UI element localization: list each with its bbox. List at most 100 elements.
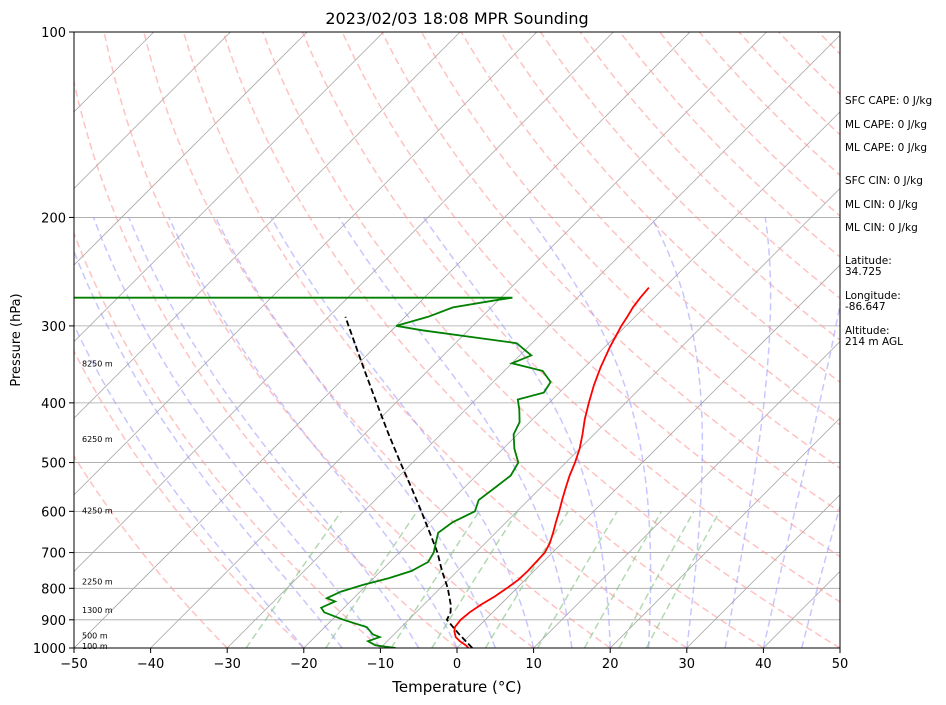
dry-adiabat <box>222 32 764 648</box>
height-label: 8250 m <box>82 359 113 368</box>
parcel-profile-line <box>344 316 473 648</box>
y-tick-label: 100 <box>41 26 66 41</box>
annotation-text: 34.725 <box>845 266 882 278</box>
moist-adiabat <box>528 216 652 648</box>
isotherm-line <box>303 111 840 648</box>
height-label: 4250 m <box>82 506 113 515</box>
dry-adiabat <box>381 32 840 513</box>
mixing-ratio-line <box>390 510 480 648</box>
isotherm-line <box>74 32 384 343</box>
isotherm-line <box>74 32 614 572</box>
isotherm-line <box>74 32 691 648</box>
y-tick-label: 300 <box>41 320 66 335</box>
y-tick-label: 800 <box>41 582 66 597</box>
dry-adiabat <box>262 32 840 648</box>
annotation-text: ML CIN: 0 J/kg <box>845 222 918 234</box>
annotation-text: SFC CIN: 0 J/kg <box>845 175 923 187</box>
dry-adiabat <box>74 349 305 648</box>
annotation-text: ML CIN: 0 J/kg <box>845 199 918 211</box>
isotherm-line <box>74 32 538 496</box>
y-tick-label: 600 <box>41 505 66 520</box>
moist-adiabat <box>423 216 611 648</box>
plot-area <box>74 32 840 648</box>
dry-adiabat <box>74 454 228 648</box>
moist-adiabat <box>650 217 704 648</box>
dry-adiabat <box>74 231 381 648</box>
dry-adiabat <box>301 32 840 603</box>
x-tick-label: 20 <box>602 657 619 672</box>
x-tick-label: 40 <box>755 657 772 672</box>
x-axis-ticks: −50 −40 −30 −20 −10 0 10 20 30 40 50 <box>60 648 848 672</box>
y-axis-label: Pressure (hPa) <box>9 293 24 386</box>
isotherm-line <box>609 417 840 648</box>
y-axis-ticks: 1000 900 800 700 600 500 400 300 200 100 <box>33 26 74 657</box>
moist-adiabat <box>74 249 343 648</box>
moist-adiabat <box>762 301 840 648</box>
isotherm-line <box>380 187 840 648</box>
mixing-ratio-line <box>583 510 663 648</box>
isotherm-line <box>686 494 840 648</box>
mixing-ratio-line <box>618 510 695 648</box>
chart-title: 2023/02/03 18:08 MPR Sounding <box>325 9 588 28</box>
isotherm-line <box>74 32 461 419</box>
profile-lines <box>74 287 650 648</box>
moist-adiabat <box>92 217 382 648</box>
annotation-text: Latitude: <box>845 255 892 267</box>
height-label: 2250 m <box>82 578 113 587</box>
annotation-text: SFC CAPE: 0 J/kg <box>845 95 932 107</box>
x-tick-label: −50 <box>60 657 87 672</box>
moist-adiabat <box>338 216 573 648</box>
dry-adiabat <box>74 79 458 648</box>
x-axis-label: Temperature (°C) <box>391 678 521 696</box>
dry-adiabat <box>341 32 840 558</box>
isotherm-line <box>74 32 231 189</box>
dry-adiabat <box>539 32 840 341</box>
sounding-annotations: SFC CAPE: 0 J/kg ML CAPE: 0 J/kg ML CAPE: … <box>845 95 932 348</box>
moist-adiabat <box>800 503 840 648</box>
annotation-text: 214 m AGL <box>845 336 903 348</box>
x-tick-label: −10 <box>367 657 394 672</box>
annotation-text: -86.647 <box>845 301 886 313</box>
temperature-profile-line <box>453 287 650 648</box>
x-tick-label: 50 <box>832 657 849 672</box>
height-label: 100 m <box>82 642 108 651</box>
moist-adiabat <box>724 217 772 648</box>
mixing-ratio-line <box>245 510 343 648</box>
annotation-text: ML CAPE: 0 J/kg <box>845 142 927 154</box>
mixing-ratio-line <box>325 510 418 648</box>
isotherm-line <box>226 34 840 648</box>
height-label: 6250 m <box>82 435 113 444</box>
y-tick-label: 400 <box>41 397 66 412</box>
height-label: 500 m <box>82 632 108 641</box>
dry-adiabat <box>182 32 688 648</box>
x-tick-label: 0 <box>453 657 461 672</box>
isotherm-line <box>533 341 840 648</box>
y-tick-label: 700 <box>41 547 66 562</box>
mixing-ratio-line <box>431 510 519 648</box>
mixing-ratio-line <box>645 510 721 648</box>
mixing-ratio-line <box>536 510 618 648</box>
isotherm-line <box>74 32 308 266</box>
moist-adiabat <box>128 217 420 648</box>
annotation-text: ML CAPE: 0 J/kg <box>845 119 927 131</box>
background-lines <box>74 32 840 648</box>
y-tick-label: 500 <box>41 457 66 472</box>
dry-adiabat <box>460 32 840 426</box>
y-tick-label: 200 <box>41 211 66 226</box>
moist-adiabat <box>214 217 497 648</box>
dewpoint-profile-line <box>74 296 552 648</box>
x-tick-label: 10 <box>525 657 542 672</box>
dry-adiabat <box>500 32 840 384</box>
x-tick-label: 30 <box>679 657 696 672</box>
dry-adiabat <box>579 32 840 300</box>
y-tick-label: 1000 <box>33 642 66 657</box>
x-tick-label: −40 <box>137 657 164 672</box>
x-tick-label: −20 <box>290 657 317 672</box>
annotation-text: Longitude: <box>845 290 901 302</box>
height-label: 1300 m <box>82 606 113 615</box>
dry-adiabat <box>103 32 535 648</box>
dry-adiabat <box>143 32 611 648</box>
annotation-text: Altitude: <box>845 325 890 337</box>
